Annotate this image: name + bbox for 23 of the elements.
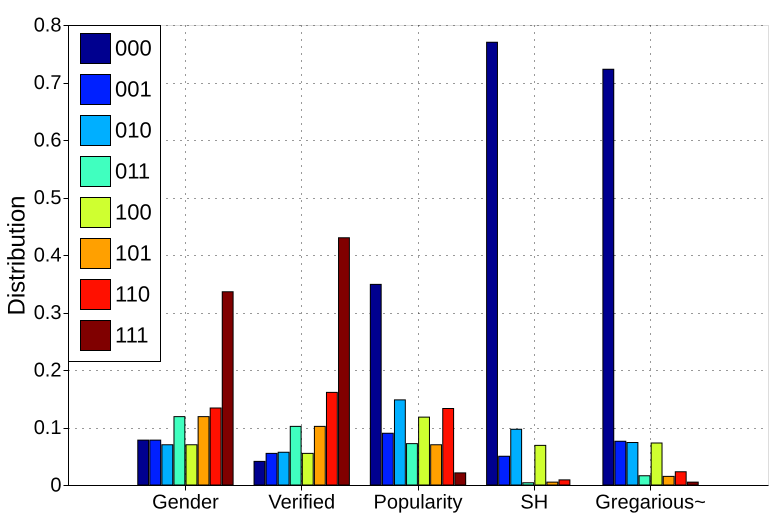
legend-label: 000 (115, 36, 152, 60)
x-tick-label: Gender (152, 492, 220, 514)
y-tick-label: 0.3 (34, 302, 62, 324)
y-tick-label: 0.4 (34, 244, 62, 266)
y-axis-title: Distribution (4, 195, 31, 316)
legend-label: 100 (115, 200, 152, 224)
x-tick-label: SH (520, 492, 548, 514)
y-tick-label: 0.1 (34, 417, 62, 439)
x-tick-label: Gregarious~ (595, 492, 706, 514)
y-tick-label: 0.5 (34, 187, 62, 209)
y-tick-label: 0.8 (34, 14, 62, 36)
y-tick-label: 0.6 (34, 130, 62, 152)
legend-label: 001 (115, 76, 152, 102)
y-tick-label: 0.2 (34, 360, 62, 382)
legend-label: 101 (115, 240, 152, 266)
x-tick-label: Verified (268, 492, 336, 514)
y-tick-label: 0 (50, 474, 62, 496)
legend-label: 010 (115, 118, 152, 142)
y-tick-label: 0.7 (34, 72, 62, 94)
x-tick-label: Popularity (374, 492, 462, 514)
legend-label: 011 (115, 158, 150, 184)
legend-label: 110 (115, 282, 150, 306)
legend-label: 111 (115, 322, 148, 348)
